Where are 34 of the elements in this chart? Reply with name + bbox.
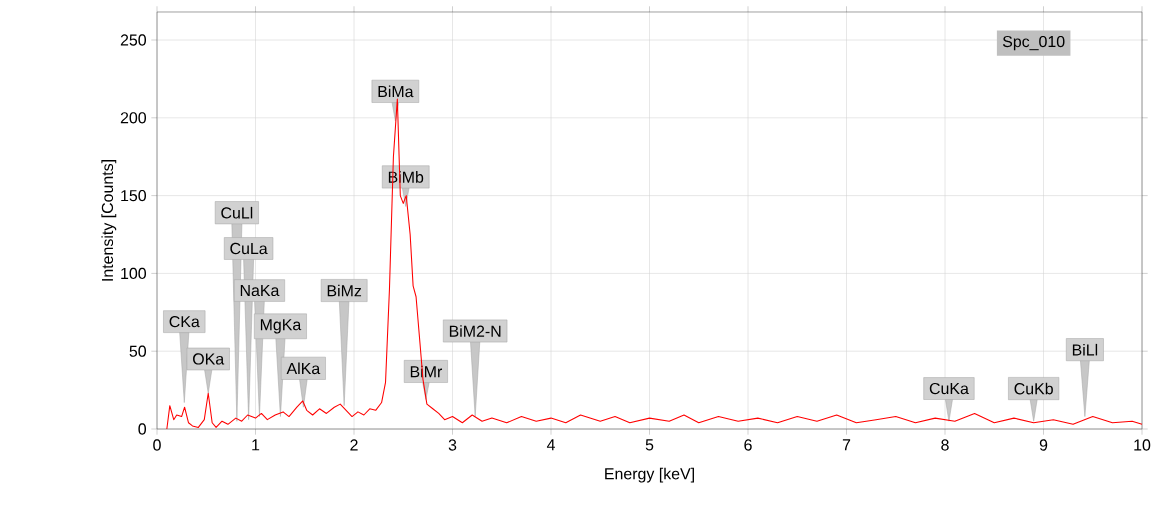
y-tick-label: 200 [120,112,147,124]
annotation: BiMz [327,284,362,297]
x-tick-label: 6 [744,439,752,451]
annotation: Spc_010 [1002,35,1065,51]
annotation: BiLl [1072,343,1098,356]
x-tick-label: 3 [448,439,457,451]
annotation: AlKa [286,362,321,375]
x-tick-label: 10 [1134,439,1151,451]
line-series [166,98,1143,430]
annotation: CuLa [230,242,268,255]
x-tick-label: 1 [252,439,260,451]
annotation: CuLl [221,206,253,219]
annotation: MgKa [260,319,302,334]
x-tick-label: 4 [546,439,555,451]
annotation: BiMa [378,85,414,98]
x-tick-label: 8 [941,439,949,451]
x-tick-label: 9 [1039,439,1048,451]
x-axis-title: Energy [keV] [605,467,694,483]
y-axis-title: Intensity [Counts] [101,160,117,281]
annotation: CKa [169,316,200,328]
annotation: CuKa [929,382,969,395]
y-tick-label: 100 [121,267,147,280]
y-tick-label: 150 [121,189,147,202]
annotation: NaKa [240,284,280,297]
x-tick-label: 0 [153,439,161,451]
annotation: OKa [193,353,225,365]
annotation: CuKb [1014,382,1053,395]
x-tick-label: 5 [645,439,654,451]
y-tick-label: 250 [120,34,147,46]
x-tick-label: 2 [350,439,358,451]
annotation: BiM2-N [449,325,501,337]
x-tick-label: 7 [842,439,851,451]
y-tick-label: 50 [129,345,147,357]
y-tick-label: 0 [138,423,147,435]
